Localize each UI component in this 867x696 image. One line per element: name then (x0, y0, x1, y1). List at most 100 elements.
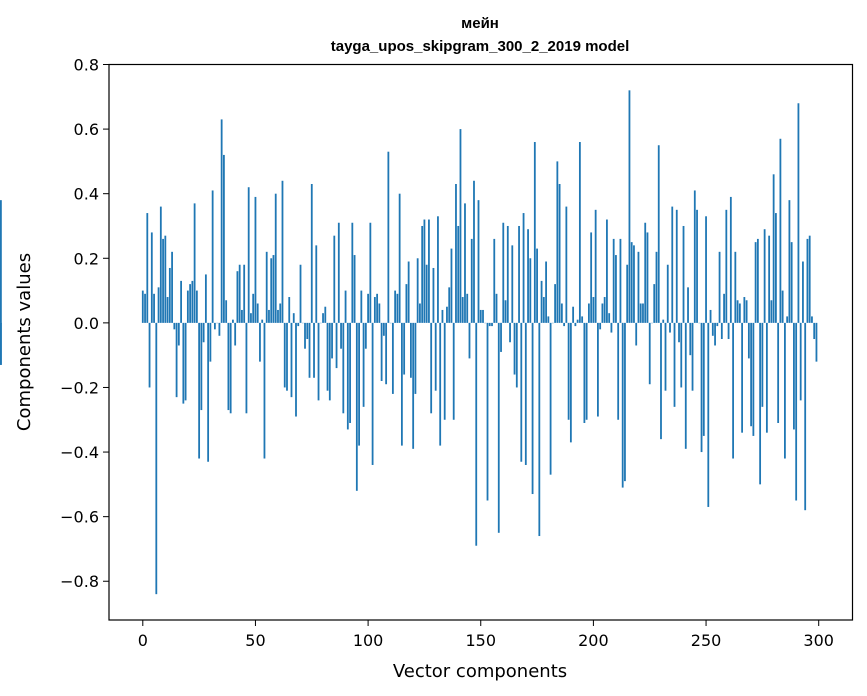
bar (448, 287, 451, 323)
bar (265, 251, 268, 323)
bar (608, 313, 611, 323)
bar (400, 322, 403, 446)
bar (655, 251, 658, 323)
bar (682, 225, 685, 323)
bar (711, 322, 714, 336)
bar (245, 322, 248, 414)
bar (648, 322, 651, 385)
bar (700, 322, 703, 453)
bar (493, 238, 496, 323)
chart-title: мейн (461, 15, 499, 32)
bar (689, 322, 692, 356)
bar (362, 322, 365, 407)
bar (675, 209, 678, 323)
bar (576, 319, 579, 323)
bar (529, 258, 532, 323)
bar (430, 322, 433, 414)
bar (621, 322, 624, 488)
bar (198, 322, 201, 459)
bar (732, 322, 734, 459)
bar (646, 232, 649, 323)
bar (313, 322, 315, 378)
bar (270, 258, 273, 323)
bar (603, 297, 606, 323)
bar (511, 245, 514, 323)
bar (337, 222, 340, 323)
bar (475, 322, 478, 546)
bar (702, 322, 705, 436)
bar (432, 267, 435, 323)
bar (213, 322, 216, 330)
y-axis-ticks: 0.8 0.6 0.4 0.2 0.0 −0.2 −0.4 −0.6 −0.8 (60, 56, 109, 591)
bar (633, 245, 635, 323)
bar (664, 322, 667, 391)
bar (560, 303, 563, 323)
bar (195, 290, 198, 323)
bar (423, 219, 426, 323)
bar (653, 284, 656, 323)
bar (488, 322, 491, 327)
bar (378, 303, 381, 323)
bar (283, 322, 286, 388)
bar (533, 142, 536, 323)
bar (376, 293, 379, 323)
bar (168, 267, 171, 323)
bar (349, 322, 351, 423)
bar (344, 290, 347, 323)
bar (583, 322, 586, 423)
bar (146, 213, 149, 323)
bar (229, 322, 232, 414)
bar (141, 290, 144, 323)
bar (738, 303, 741, 323)
bar (644, 222, 647, 323)
bar (155, 322, 158, 595)
y-tick-label: −0.6 (60, 508, 99, 527)
bar (705, 216, 707, 323)
bar (452, 322, 455, 420)
bar (518, 225, 520, 323)
bar (268, 309, 270, 323)
bar (394, 290, 397, 323)
bar (371, 322, 374, 465)
bar (574, 322, 577, 327)
bar (292, 313, 295, 323)
bar (797, 103, 800, 323)
bar (500, 322, 502, 352)
bar (193, 203, 196, 323)
bar (202, 322, 205, 343)
bar (637, 251, 640, 323)
bar (328, 322, 331, 401)
x-tick-label: 150 (465, 631, 496, 650)
y-tick-label: −0.8 (60, 572, 99, 591)
chart-subtitle: tayga_upos_skipgram_300_2_2019 model (331, 38, 630, 55)
bar (765, 322, 768, 433)
bar (612, 238, 615, 323)
x-tick-label: 50 (245, 631, 265, 650)
bar (164, 235, 167, 323)
bar (660, 322, 662, 440)
bar (252, 293, 255, 323)
bar (335, 322, 338, 369)
bar (626, 264, 629, 323)
bar (578, 142, 581, 323)
bar (601, 303, 604, 323)
bar (538, 322, 541, 537)
bar (549, 322, 552, 475)
bar (182, 322, 185, 404)
bar (470, 238, 473, 323)
bar (554, 284, 556, 323)
bar (592, 297, 595, 323)
bar (461, 297, 464, 323)
y-tick-label: 0.8 (74, 56, 99, 75)
bar (263, 322, 266, 459)
bar (166, 297, 169, 323)
bar (279, 303, 282, 323)
bar (813, 322, 816, 340)
bar (200, 322, 203, 411)
bar (295, 322, 297, 417)
bar (351, 222, 354, 323)
bar (802, 261, 804, 323)
bar (173, 322, 176, 330)
bar (606, 219, 608, 323)
bar (750, 322, 753, 427)
